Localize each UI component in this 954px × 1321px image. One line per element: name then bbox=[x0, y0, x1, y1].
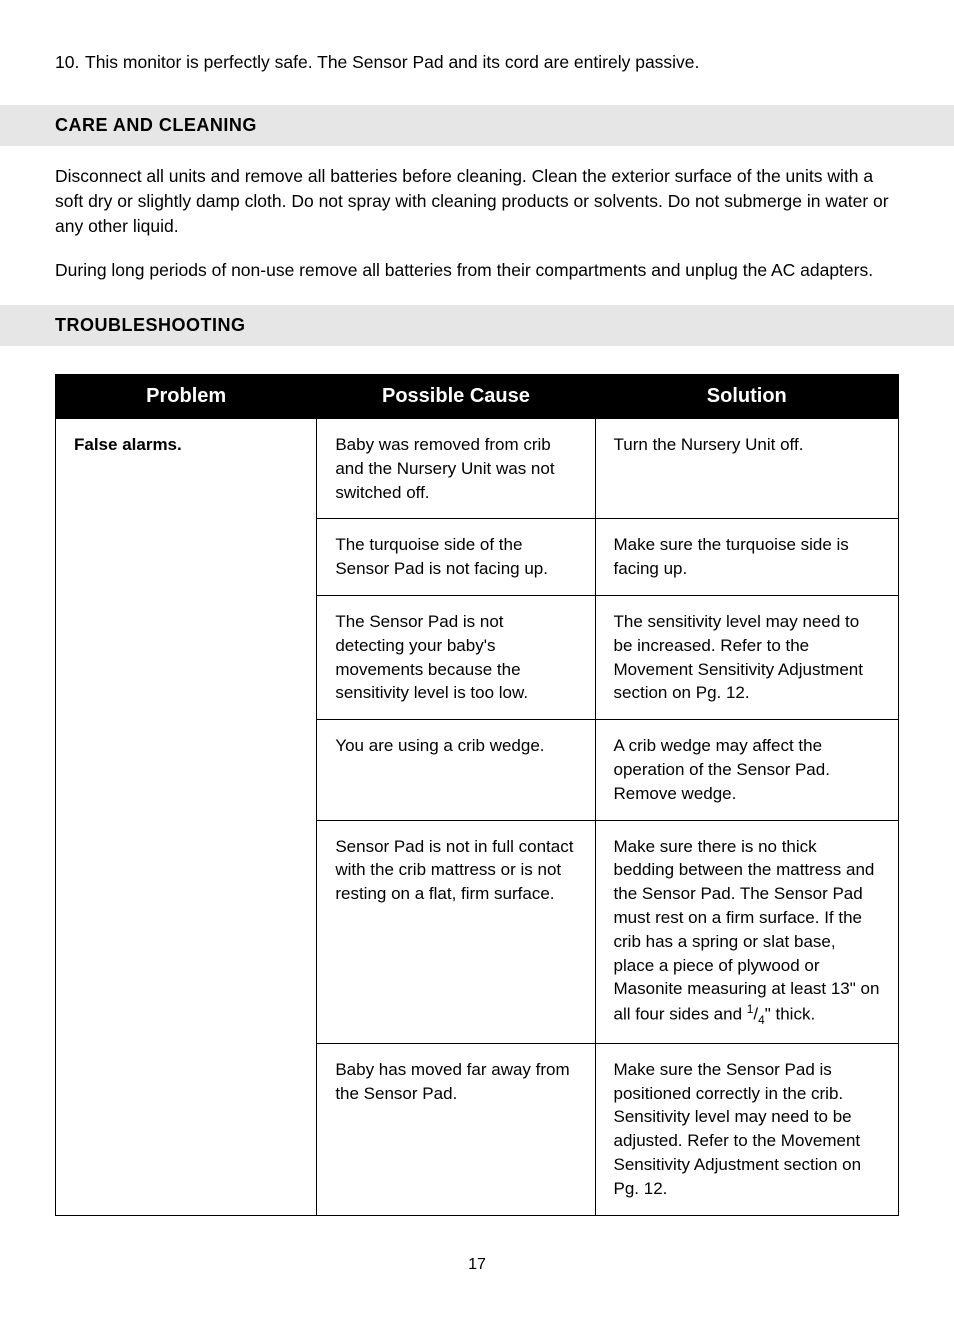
td-problem: False alarms. bbox=[56, 419, 317, 1216]
fraction-numerator: 1 bbox=[747, 1002, 754, 1016]
page: 10.This monitor is perfectly safe. The S… bbox=[0, 0, 954, 1314]
th-cause: Possible Cause bbox=[317, 375, 595, 419]
td-solution: Turn the Nursery Unit off. bbox=[595, 419, 898, 519]
care-p2: During long periods of non-use remove al… bbox=[55, 258, 899, 283]
th-problem: Problem bbox=[56, 375, 317, 419]
td-solution: A crib wedge may affect the operation of… bbox=[595, 720, 898, 820]
td-cause: Baby was removed from crib and the Nurse… bbox=[317, 419, 595, 519]
td-cause: Sensor Pad is not in full contact with t… bbox=[317, 820, 595, 1043]
td-solution: Make sure there is no thick bedding betw… bbox=[595, 820, 898, 1043]
solution-pre: Make sure there is no thick bedding betw… bbox=[614, 837, 880, 1024]
table-row: False alarms. Baby was removed from crib… bbox=[56, 419, 899, 519]
td-cause: The turquoise side of the Sensor Pad is … bbox=[317, 519, 595, 596]
page-number: 17 bbox=[55, 1256, 899, 1274]
td-cause: The Sensor Pad is not detecting your bab… bbox=[317, 595, 595, 719]
intro-number: 10. bbox=[55, 50, 85, 75]
intro-line: 10.This monitor is perfectly safe. The S… bbox=[55, 50, 899, 75]
troubleshooting-heading: TROUBLESHOOTING bbox=[0, 315, 954, 336]
care-p1: Disconnect all units and remove all batt… bbox=[55, 164, 899, 240]
td-solution: The sensitivity level may need to be inc… bbox=[595, 595, 898, 719]
td-cause: You are using a crib wedge. bbox=[317, 720, 595, 820]
fraction-denominator: 4 bbox=[758, 1013, 765, 1027]
th-solution: Solution bbox=[595, 375, 898, 419]
intro-text: This monitor is perfectly safe. The Sens… bbox=[85, 52, 699, 72]
td-solution: Make sure the Sensor Pad is positioned c… bbox=[595, 1043, 898, 1215]
td-solution: Make sure the turquoise side is facing u… bbox=[595, 519, 898, 596]
table-header-row: Problem Possible Cause Solution bbox=[56, 375, 899, 419]
solution-post: " thick. bbox=[765, 1005, 815, 1024]
td-cause: Baby has moved far away from the Sensor … bbox=[317, 1043, 595, 1215]
troubleshooting-table: Problem Possible Cause Solution False al… bbox=[55, 374, 899, 1216]
care-heading-band: CARE AND CLEANING bbox=[0, 105, 954, 146]
troubleshooting-heading-band: TROUBLESHOOTING bbox=[0, 305, 954, 346]
care-heading: CARE AND CLEANING bbox=[0, 115, 954, 136]
